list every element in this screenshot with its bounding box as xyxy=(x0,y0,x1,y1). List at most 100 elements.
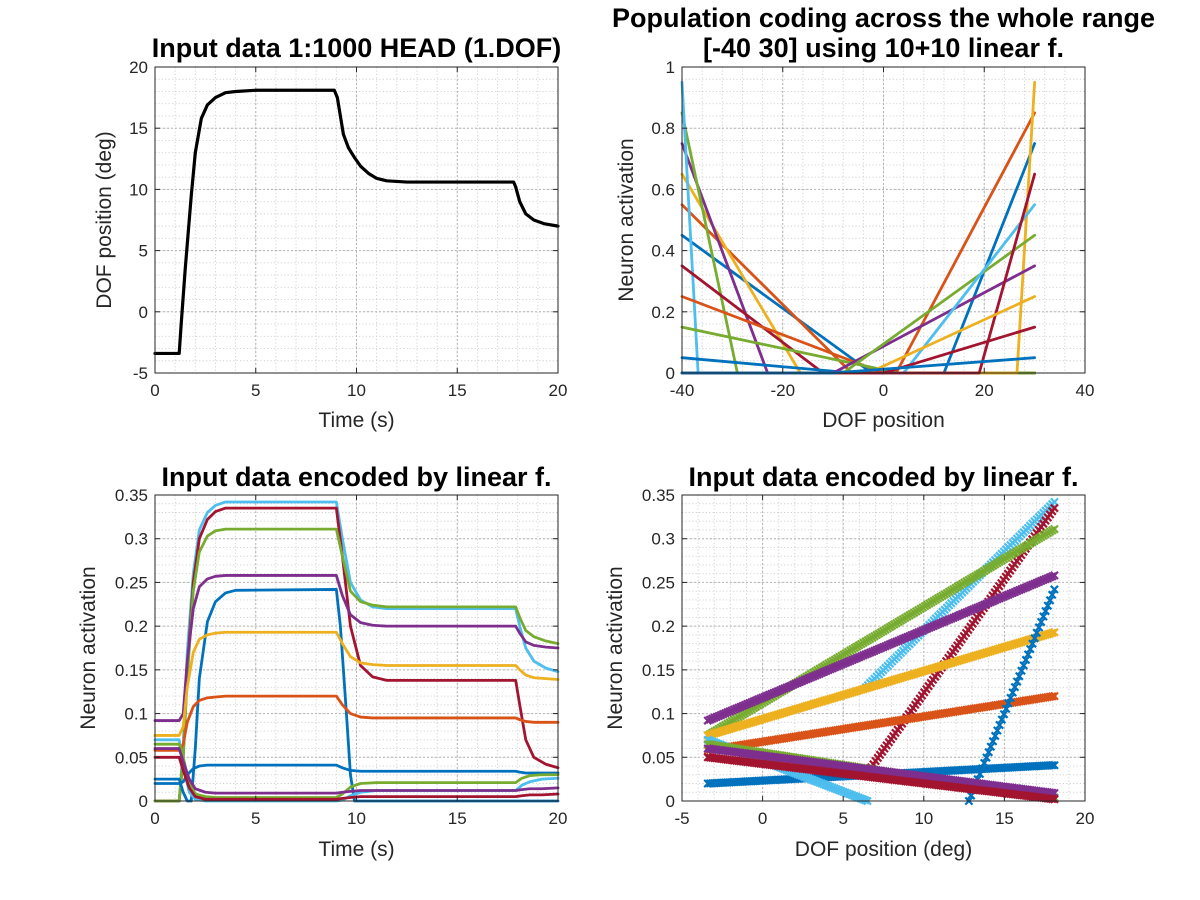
x-tick-label: 10 xyxy=(914,809,933,828)
y-tick-label: 0.25 xyxy=(115,573,148,592)
y-axis-label: Neuron activation xyxy=(615,138,638,301)
data-marker xyxy=(1050,794,1059,804)
data-marker xyxy=(1010,682,1020,692)
data-marker xyxy=(1025,644,1035,654)
y-tick-label: 15 xyxy=(129,119,148,138)
data-marker xyxy=(982,753,991,762)
x-tick-label: 15 xyxy=(448,381,467,400)
data-marker xyxy=(1006,693,1015,703)
data-marker xyxy=(1050,585,1059,594)
x-tick-label: 15 xyxy=(448,809,467,828)
y-tick-label: 0.1 xyxy=(124,705,148,724)
y-tick-label: 0.05 xyxy=(642,748,675,767)
data-marker xyxy=(993,726,1002,735)
y-tick-label: 10 xyxy=(129,180,148,199)
data-marker xyxy=(999,709,1009,719)
data-marker xyxy=(988,736,998,746)
series-line-purple_hi xyxy=(153,574,560,722)
x-tick-label: 0 xyxy=(758,809,767,828)
x-axis-label: DOF position xyxy=(822,409,945,432)
y-tick-label: 0.4 xyxy=(651,242,675,261)
data-marker xyxy=(1050,691,1059,701)
data-marker xyxy=(1008,688,1018,697)
data-marker xyxy=(1043,601,1053,611)
x-tick-label: 0 xyxy=(150,381,159,400)
y-axis-label: Neuron activation xyxy=(77,566,100,729)
panel-encoded-time: 0 5 10 15 20 0 0.05 0.1 0.15 0.2 0.25 0.3 0.35 Input… xyxy=(77,462,567,861)
ticks: 0 5 10 15 20 0 0.05 0.1 0.15 0.2 0.25 0.3 0.35 xyxy=(115,486,568,828)
y-tick-label: 0.35 xyxy=(115,486,148,505)
data-marker xyxy=(1050,760,1059,770)
data-marker xyxy=(1012,677,1022,686)
x-tick-label: 5 xyxy=(251,381,260,400)
y-tick-label: -5 xyxy=(133,364,148,383)
data-marker xyxy=(1047,628,1057,638)
series-line-blue_lo xyxy=(153,763,560,785)
x-tick-label: 0 xyxy=(150,809,159,828)
x-tick-label: 20 xyxy=(549,809,568,828)
y-tick-label: 0.2 xyxy=(124,617,148,636)
y-tick-label: 0.15 xyxy=(642,661,675,680)
series-line-orange xyxy=(153,694,560,752)
x-tick-label: -40 xyxy=(670,381,695,400)
data-marker xyxy=(1021,655,1031,665)
data-marker xyxy=(1014,671,1024,681)
x-tick-label: 20 xyxy=(975,381,994,400)
data-marker xyxy=(1045,595,1055,605)
grid xyxy=(154,66,559,374)
y-tick-label: 0.35 xyxy=(642,486,675,505)
y-tick-label: 0.3 xyxy=(124,530,148,549)
data-marker xyxy=(1032,628,1042,638)
data-marker xyxy=(1019,661,1029,670)
y-tick-label: 0.2 xyxy=(651,303,675,322)
data-marker xyxy=(1050,571,1059,580)
x-tick-label: -20 xyxy=(770,381,795,400)
marker-series-darkred_lo xyxy=(703,752,1059,804)
data-marker xyxy=(1017,666,1026,676)
x-tick-label: 40 xyxy=(1076,381,1095,400)
x-axis-label: Time (s) xyxy=(318,409,394,432)
data-marker xyxy=(990,731,1000,741)
marker-series-orange xyxy=(703,691,1059,755)
data-marker xyxy=(997,715,1007,724)
panel-population-coding: -40 -20 0 20 40 0 0.2 0.4 0.6 0.8 1 Population cod… xyxy=(612,3,1155,432)
data-marker xyxy=(1050,503,1059,513)
plot-lines xyxy=(153,88,560,356)
x-tick-label: 20 xyxy=(549,381,568,400)
data-marker xyxy=(1047,760,1057,770)
x-axis-label: DOF position (deg) xyxy=(795,838,972,861)
y-tick-label: 5 xyxy=(139,242,148,261)
x-tick-label: 5 xyxy=(838,809,847,828)
chart-title: Population coding across the whole range xyxy=(612,3,1155,33)
y-tick-label: 1 xyxy=(666,58,675,77)
x-axis-label: Time (s) xyxy=(318,838,394,861)
x-tick-label: -5 xyxy=(674,809,689,828)
series-line-yellow xyxy=(153,630,560,737)
y-tick-label: 0 xyxy=(139,792,148,811)
x-tick-label: 5 xyxy=(251,809,260,828)
x-tick-label: 0 xyxy=(879,381,888,400)
y-tick-label: 0 xyxy=(139,303,148,322)
plot-lines xyxy=(153,500,560,803)
chart-title: Input data encoded by linear f. xyxy=(688,462,1078,492)
x-tick-label: 20 xyxy=(1076,809,1095,828)
data-marker xyxy=(1050,524,1059,534)
ticks: -40 -20 0 20 40 0 0.2 0.4 0.6 0.8 1 xyxy=(651,58,1094,400)
series-line-head_dof1 xyxy=(153,88,560,356)
y-tick-label: 0.1 xyxy=(651,705,675,724)
data-marker xyxy=(1028,639,1037,649)
data-marker xyxy=(1036,617,1046,627)
x-tick-label: 15 xyxy=(995,809,1014,828)
data-marker xyxy=(1001,704,1011,714)
x-tick-label: 10 xyxy=(347,381,366,400)
data-marker xyxy=(1030,633,1040,643)
data-marker xyxy=(1039,612,1048,621)
y-tick-label: 0 xyxy=(666,364,675,383)
y-tick-label: 0.05 xyxy=(115,748,148,767)
data-marker xyxy=(1004,698,1013,708)
y-tick-label: 0 xyxy=(666,792,675,811)
series-line-purple_lo xyxy=(153,747,560,795)
